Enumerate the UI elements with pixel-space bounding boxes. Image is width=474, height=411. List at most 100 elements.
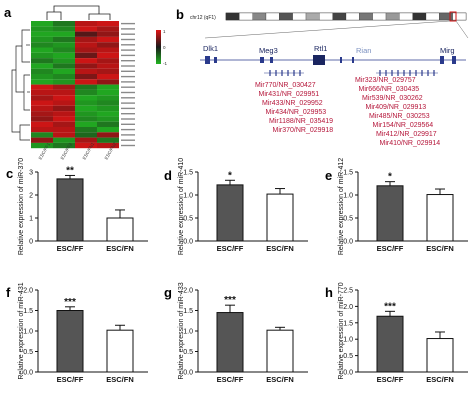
y-tick-label: 1.5 <box>183 308 193 315</box>
gene-meg3 <box>270 57 273 63</box>
heatmap-color-legend: 1 0 -1 <box>156 29 167 66</box>
heatmap-cell <box>31 132 53 138</box>
heatmap-panel: ESC/FF1 ESC/FF2 ESC/FN1 ESC/FN2 1 0 -1 <box>11 5 167 161</box>
heatmap-cell <box>75 89 97 96</box>
panel-letter-a: a <box>4 5 12 20</box>
zoom-line-left <box>204 20 451 39</box>
heatmap-row-label <box>121 134 135 136</box>
chromosome-band <box>279 12 293 21</box>
heatmap-cell <box>31 58 53 64</box>
heatmap-cell <box>53 52 75 59</box>
y-tick-label: 2.5 <box>343 288 353 295</box>
heatmap-cell <box>75 95 97 101</box>
y-tick-label: 0.5 <box>183 216 193 223</box>
legend-tick: 1 <box>163 29 166 34</box>
x-tick-label: ESC/FF <box>217 244 244 253</box>
legend-tick: -1 <box>163 61 167 66</box>
heatmap-cell <box>75 100 97 106</box>
heatmap-cell <box>53 121 75 127</box>
y-tick-label: 2 <box>29 193 33 200</box>
heatmap-row-label <box>121 54 135 57</box>
heatmap-row-label <box>121 49 135 51</box>
heatmap-cell <box>31 63 53 69</box>
gene-meg3 <box>260 57 264 63</box>
y-tick-label: 1.0 <box>343 337 353 344</box>
mirna-label: Mir409/NR_029913 <box>366 104 427 111</box>
mirna-list-right: Mir323/NR_029757 Mir666/NR_030435 Mir539/N… <box>355 77 440 147</box>
heatmap-cell <box>75 68 97 74</box>
chromosome-band <box>319 12 333 21</box>
heatmap-cell <box>97 111 119 117</box>
heatmap-row-label <box>121 86 135 88</box>
heatmap-cell <box>97 79 119 85</box>
heatmap-row-label <box>121 44 135 46</box>
chromosome-band <box>425 12 440 21</box>
heatmap-cell <box>53 58 75 64</box>
heatmap-cell <box>31 95 53 101</box>
heatmap-cell <box>97 127 119 133</box>
color-scale-bar <box>156 30 161 64</box>
chromosome-band <box>385 12 400 21</box>
heatmap-row-label <box>121 22 135 25</box>
heatmap-cell <box>53 31 75 37</box>
y-tick-label: 0.0 <box>343 370 353 377</box>
heatmap-cell <box>97 31 119 37</box>
heatmap-cell <box>53 105 75 112</box>
heatmap-cell <box>97 36 119 43</box>
heatmap-row-label <box>121 81 135 83</box>
y-tick-label: 0.0 <box>23 370 33 377</box>
y-axis-label: Relative expression of miR-412 <box>338 158 345 255</box>
heatmap-cell <box>53 47 75 53</box>
panel-letter-b: b <box>176 7 184 22</box>
x-tick-label: ESC/FF <box>57 244 84 253</box>
heatmap-cell <box>97 116 119 122</box>
heatmap-cell <box>97 105 119 112</box>
chromosome-band <box>412 12 427 21</box>
gene-mirg <box>440 56 444 64</box>
heatmap-cell <box>31 105 53 112</box>
gene-rian <box>340 57 342 63</box>
mirna-label: Mir412/NR_029917 <box>376 131 437 138</box>
mirna-label: Mir154/NR_029564 <box>373 122 434 129</box>
bar <box>266 329 294 373</box>
heatmap-cell <box>75 52 97 59</box>
heatmap-cell <box>75 116 97 122</box>
heatmap-cell <box>75 26 97 32</box>
heatmap-row-label <box>121 97 135 99</box>
gene-label-rtl1: Rtl1 <box>314 44 327 53</box>
heatmap-cell <box>75 121 97 127</box>
heatmap-cells <box>31 21 119 149</box>
y-tick-label: 2.0 <box>23 288 33 295</box>
bar <box>56 178 84 242</box>
bar <box>106 329 134 373</box>
heatmap-cell <box>75 58 97 64</box>
heatmap-cell <box>31 116 53 122</box>
heatmap-cell <box>97 26 119 32</box>
heatmap-cell <box>75 47 97 53</box>
gene-dlk1 <box>205 56 210 64</box>
panel-letter-f: f <box>6 285 11 300</box>
heatmap-cell <box>75 74 97 80</box>
heatmap-cell <box>97 121 119 127</box>
y-tick-label: 0.5 <box>343 216 353 223</box>
heatmap-cell <box>53 89 75 96</box>
heatmap-cell <box>75 42 97 48</box>
x-tick-label: ESC/FN <box>266 375 294 384</box>
heatmap-cell <box>75 79 97 85</box>
gene-label-meg3: Meg3 <box>259 46 278 55</box>
heatmap-cell <box>31 79 53 85</box>
heatmap-row-label <box>121 70 135 72</box>
chromosome-band <box>372 12 387 21</box>
y-tick-label: 0.5 <box>23 349 33 356</box>
bar <box>426 194 454 242</box>
significance-marker: *** <box>64 297 76 308</box>
bar <box>216 184 244 242</box>
heatmap-row-label <box>121 28 135 30</box>
heatmap-cell <box>53 84 75 90</box>
heatmap-cell <box>31 111 53 117</box>
heatmap-cell <box>75 31 97 37</box>
heatmap-cell <box>75 105 97 112</box>
